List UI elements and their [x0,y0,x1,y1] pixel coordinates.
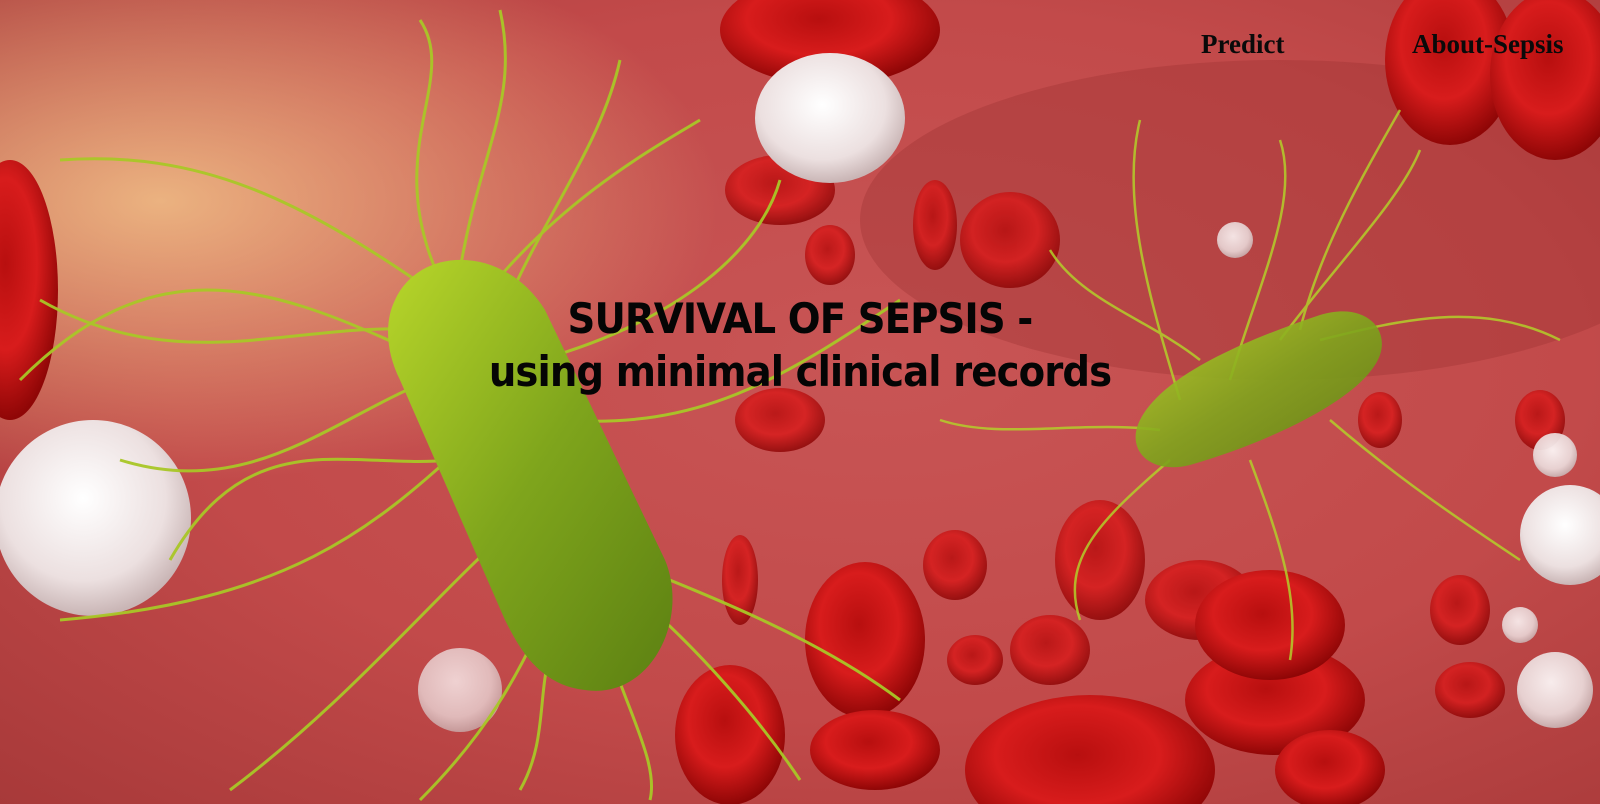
top-navigation: Predict About-Sepsis [0,24,1600,64]
nav-link-predict[interactable]: Predict [1201,29,1285,59]
page-title-line-2: using minimal clinical records [488,347,1112,396]
page-title: SURVIVAL OF SEPSIS - using minimal clini… [340,292,1260,398]
nav-link-about-sepsis[interactable]: About-Sepsis [1412,29,1564,59]
page-title-line-1: SURVIVAL OF SEPSIS - [567,294,1034,343]
